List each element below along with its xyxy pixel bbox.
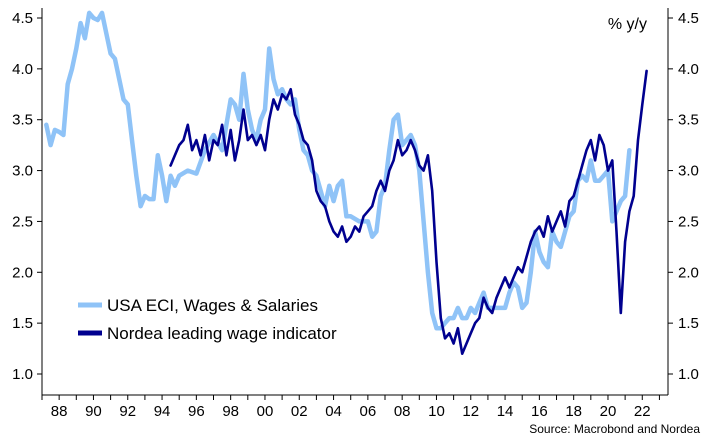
x-tick-label: 08 (394, 403, 411, 420)
unit-label: % y/y (608, 16, 647, 33)
left-y-axis: 4.5 4.0 3.5 3.0 2.5 2.0 1.5 1.0 (12, 8, 43, 395)
x-tick-label: 10 (428, 403, 445, 420)
left-y-tick-label: 4.5 (12, 10, 33, 27)
series-line-nordea (169, 69, 648, 355)
legend-label-nordea: Nordea leading wage indicator (107, 324, 337, 343)
x-axis: 88 90 92 94 96 98 00 02 04 06 08 10 12 14 16 18 20 22 (41, 394, 668, 420)
right-y-tick-label: 4.0 (678, 61, 699, 78)
left-y-tick-label: 1.5 (12, 315, 33, 332)
x-tick-label: 96 (188, 403, 205, 420)
right-y-tick-label: 1.0 (678, 366, 699, 383)
x-tick-label: 22 (634, 403, 651, 420)
series-layer (44, 10, 648, 355)
left-y-tick-label: 1.0 (12, 366, 33, 383)
left-y-tick-label: 4.0 (12, 61, 33, 78)
right-y-tick-label: 4.5 (678, 10, 699, 27)
left-y-tick-label: 3.0 (12, 163, 33, 180)
x-tick-label: 04 (325, 403, 342, 420)
x-tick-label: 16 (531, 403, 548, 420)
legend-label-eci: USA ECI, Wages & Salaries (107, 296, 318, 315)
x-tick-label: 14 (497, 403, 514, 420)
x-tick-label: 18 (565, 403, 582, 420)
left-y-tick-label: 2.5 (12, 213, 33, 230)
right-y-tick-label: 3.5 (678, 112, 699, 129)
left-y-tick-label: 3.5 (12, 112, 33, 129)
x-tick-label: 02 (291, 403, 308, 420)
right-y-tick-label: 1.5 (678, 315, 699, 332)
right-y-tick-label: 2.5 (678, 213, 699, 230)
x-tick-label: 92 (119, 403, 136, 420)
right-y-tick-label: 2.0 (678, 264, 699, 281)
legend: USA ECI, Wages & Salaries Nordea leading… (78, 296, 337, 343)
x-tick-label: 94 (154, 403, 171, 420)
x-tick-label: 06 (360, 403, 377, 420)
series-line-eci (44, 10, 632, 331)
x-tick-label: 88 (51, 403, 68, 420)
source-note: Source: Macrobond and Nordea (529, 422, 700, 436)
x-tick-label: 98 (222, 403, 239, 420)
x-tick-label: 12 (462, 403, 479, 420)
right-y-tick-label: 3.0 (678, 163, 699, 180)
x-tick-label: 00 (257, 403, 274, 420)
x-tick-label: 20 (600, 403, 617, 420)
right-y-axis: 4.5 4.0 3.5 3.0 2.5 2.0 1.5 1.0 (667, 8, 699, 395)
x-tick-label: 90 (85, 403, 102, 420)
left-y-tick-label: 2.0 (12, 264, 33, 281)
